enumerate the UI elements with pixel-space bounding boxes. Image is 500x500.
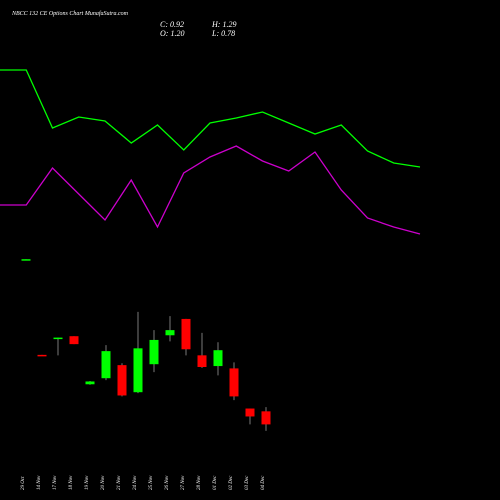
candle-body [53, 337, 63, 340]
x-tick-label: 27 Nov [181, 475, 186, 490]
candle-body [149, 339, 159, 365]
x-tick-label: 21 Nov [117, 475, 122, 490]
indicator-line [0, 145, 421, 235]
indicator-line [0, 69, 421, 168]
x-tick-label: 04 Dec [261, 475, 266, 490]
x-tick-label: 28 Nov [197, 475, 202, 490]
candle-body [133, 348, 143, 393]
candle-body [229, 368, 239, 397]
candle-body [181, 318, 191, 350]
x-tick-label: 26 Nov [165, 475, 170, 490]
x-tick-label: 01 Dec [213, 475, 218, 490]
x-tick-label: 24 Nov [133, 475, 138, 490]
x-tick-label: 14 Nov [37, 475, 42, 490]
candle-body [213, 350, 223, 367]
candle-body [69, 336, 79, 345]
candle-body [117, 365, 127, 396]
candle-body [85, 381, 95, 385]
x-tick-label: 17 Nov [53, 475, 58, 490]
candle-body [21, 259, 31, 261]
ohlc-label: O: 1.20 [160, 29, 184, 38]
candle-body [37, 354, 47, 357]
chart-title: NBCC 132 CE Options Chart MunafaSutra.co… [11, 10, 129, 17]
x-tick-label: 29 Oct [21, 476, 26, 490]
ohlc-label: C: 0.92 [160, 20, 184, 29]
ohlc-label: H: 1.29 [211, 20, 236, 29]
x-tick-label: 02 Dec [229, 475, 234, 490]
x-tick-label: 03 Dec [245, 475, 250, 490]
x-tick-label: 20 Nov [101, 475, 106, 490]
candle-body [101, 351, 111, 379]
x-tick-label: 18 Nov [69, 475, 74, 490]
x-tick-label: 25 Nov [149, 475, 154, 490]
candle-body [245, 408, 255, 417]
candle-body [197, 355, 207, 367]
candle-body [261, 411, 271, 425]
ohlc-label: L: 0.78 [211, 29, 235, 38]
candle-body [165, 330, 175, 336]
x-tick-label: 19 Nov [85, 475, 90, 490]
